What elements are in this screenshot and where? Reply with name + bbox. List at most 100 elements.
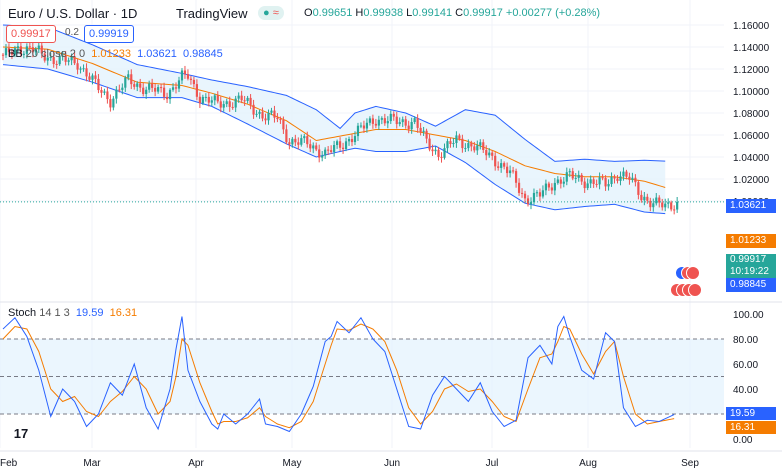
candle-body bbox=[359, 125, 363, 127]
interval-label[interactable]: 1D bbox=[120, 6, 138, 21]
candle-body bbox=[386, 121, 389, 124]
candle-body bbox=[136, 83, 139, 87]
bb-basis-line bbox=[2, 46, 666, 188]
market-status-badge[interactable]: ● ≈ bbox=[258, 6, 284, 20]
candle-body bbox=[344, 141, 348, 149]
candle-body bbox=[595, 183, 598, 185]
stoch-axis-tick: 0.00 bbox=[733, 435, 753, 446]
candle-body bbox=[237, 95, 240, 99]
candle-body bbox=[142, 87, 145, 95]
candle-body bbox=[526, 198, 530, 205]
price-axis-tick: 1.10000 bbox=[733, 87, 770, 98]
stoch-pane[interactable] bbox=[0, 315, 724, 433]
price-axis-tick: 1.08000 bbox=[733, 109, 770, 120]
candle-body bbox=[207, 96, 210, 103]
candle-body bbox=[73, 56, 76, 64]
candle-body bbox=[40, 45, 43, 54]
candle-body bbox=[589, 179, 592, 184]
candle-body bbox=[157, 87, 160, 92]
last-price-value: 0.99917 bbox=[730, 254, 767, 265]
candle-body bbox=[511, 170, 515, 172]
candle-body bbox=[318, 149, 321, 158]
price-axis-tick: 1.04000 bbox=[733, 153, 770, 164]
candle-body bbox=[52, 57, 55, 64]
ohlc-low: 0.99141 bbox=[412, 7, 453, 19]
candle-body bbox=[374, 123, 377, 126]
candle-body bbox=[586, 183, 589, 189]
candle-body bbox=[240, 95, 243, 101]
bb-band-fill bbox=[3, 25, 666, 214]
candle-body bbox=[85, 68, 88, 77]
stoch-d-tag: 16.31 bbox=[726, 421, 776, 434]
candle-body bbox=[100, 90, 103, 93]
candle-body bbox=[79, 68, 82, 70]
candle-body bbox=[180, 70, 184, 81]
candle-body bbox=[255, 113, 258, 115]
candle-body bbox=[431, 149, 434, 152]
candle-body bbox=[413, 118, 416, 123]
us-flag-icon[interactable] bbox=[688, 283, 702, 297]
candle-body bbox=[70, 56, 73, 61]
candle-body bbox=[4, 48, 8, 56]
candle-body bbox=[171, 87, 175, 90]
candle-body bbox=[500, 163, 503, 168]
candle-body bbox=[285, 129, 288, 143]
candle-body bbox=[467, 143, 470, 149]
brand-label: TradingView bbox=[176, 6, 248, 21]
candle-body bbox=[556, 179, 559, 183]
candle-body bbox=[446, 141, 449, 149]
candle-body bbox=[655, 197, 658, 204]
candle-body bbox=[377, 119, 380, 126]
candle-body bbox=[673, 209, 676, 211]
tradingview-logo-icon[interactable]: 17 bbox=[8, 425, 34, 443]
candle-body bbox=[115, 89, 118, 99]
ohlc-h-label: H bbox=[355, 7, 364, 19]
candle-body bbox=[118, 89, 121, 91]
bb-upper-value: 1.03621 bbox=[137, 48, 177, 60]
candle-body bbox=[562, 181, 565, 184]
bb-basis-price-tag: 1.01233 bbox=[726, 234, 776, 248]
candle-body bbox=[130, 74, 133, 85]
candle-body bbox=[297, 142, 300, 145]
candle-body bbox=[506, 166, 509, 174]
candle-body bbox=[91, 75, 94, 80]
bb-legend[interactable]: BB 20 close 2 0 1.01233 1.03621 0.98845 bbox=[8, 48, 223, 60]
stoch-axis-tick: 100.00 bbox=[733, 310, 764, 321]
candle-body bbox=[464, 148, 467, 150]
candle-body bbox=[106, 91, 109, 100]
candle-body bbox=[321, 155, 324, 158]
stoch-axis-tick: 80.00 bbox=[733, 335, 758, 346]
candle-body bbox=[28, 46, 31, 48]
candle-body bbox=[195, 84, 198, 97]
sell-button[interactable]: 0.99917 bbox=[6, 25, 56, 43]
status-dot-icon: ● bbox=[263, 7, 270, 19]
buy-button[interactable]: 0.99919 bbox=[84, 25, 134, 43]
ohlc-readout: O0.99651 H0.99938 L0.99141 C0.99917 +0.0… bbox=[304, 7, 600, 19]
candle-body bbox=[303, 136, 306, 139]
candle-body bbox=[604, 177, 607, 187]
candle-body bbox=[222, 104, 225, 108]
candle-body bbox=[661, 202, 664, 208]
candle-body bbox=[288, 142, 291, 145]
stoch-axis-tick: 40.00 bbox=[733, 385, 758, 396]
candle-body bbox=[667, 202, 670, 204]
candle-body bbox=[19, 46, 22, 55]
candle-body bbox=[389, 113, 392, 122]
candle-body bbox=[473, 146, 476, 151]
candle-body bbox=[291, 138, 294, 145]
candle-body bbox=[341, 147, 345, 149]
symbol-title[interactable]: Euro / U.S. Dollar · 1D bbox=[8, 6, 138, 21]
calendar-event-icon[interactable] bbox=[686, 266, 700, 280]
candle-body bbox=[55, 63, 58, 65]
price-axis-tick: 1.14000 bbox=[733, 43, 770, 54]
candle-body bbox=[183, 70, 187, 75]
bb-legend-name: BB bbox=[8, 48, 23, 60]
candle-body bbox=[443, 148, 446, 158]
candle-body bbox=[631, 177, 634, 180]
candle-body bbox=[162, 87, 166, 97]
candle-body bbox=[365, 122, 369, 129]
stoch-legend[interactable]: Stoch 14 1 3 19.59 16.31 bbox=[8, 307, 137, 319]
ohlc-c-label: C bbox=[455, 7, 464, 19]
candle-body bbox=[482, 142, 485, 151]
